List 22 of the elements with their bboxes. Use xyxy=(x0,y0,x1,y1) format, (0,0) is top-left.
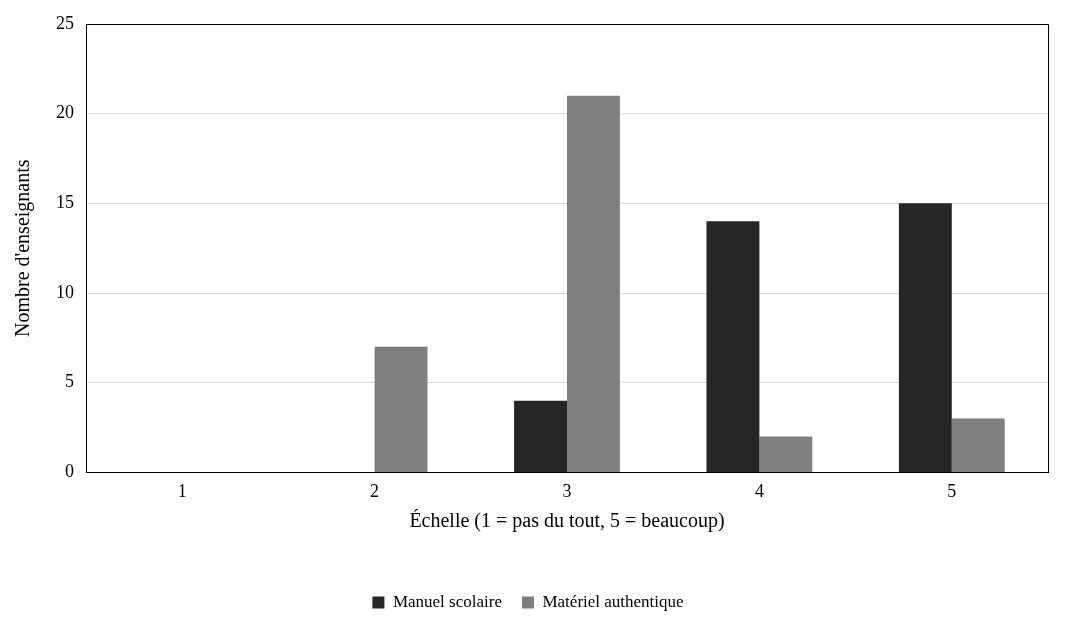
y-tick-label: 5 xyxy=(65,371,74,392)
y-tick-label: 0 xyxy=(65,461,74,482)
legend-label: Matériel authentique xyxy=(542,591,684,611)
bar xyxy=(706,221,760,472)
bar xyxy=(898,203,952,472)
legend-label: Manuel scolaire xyxy=(392,591,502,611)
x-tick-label: 2 xyxy=(370,480,380,501)
y-tick-label: 15 xyxy=(56,192,74,213)
y-axis-title: Nombre d'enseignants xyxy=(11,159,35,337)
y-tick-label: 20 xyxy=(56,102,74,123)
y-tick-label: 10 xyxy=(56,281,74,302)
x-tick-label: 3 xyxy=(562,480,572,501)
x-tick-label: 5 xyxy=(947,480,957,501)
bar xyxy=(374,346,428,472)
bar xyxy=(759,436,813,472)
x-tick-label: 1 xyxy=(177,480,187,501)
bar xyxy=(514,400,567,472)
y-tick-label: 25 xyxy=(56,12,74,33)
x-tick-label: 4 xyxy=(754,480,764,501)
bar xyxy=(567,95,620,472)
x-axis-title: Échelle (1 = pas du tout, 5 = beaucoup) xyxy=(409,509,725,533)
bar xyxy=(951,418,1005,472)
